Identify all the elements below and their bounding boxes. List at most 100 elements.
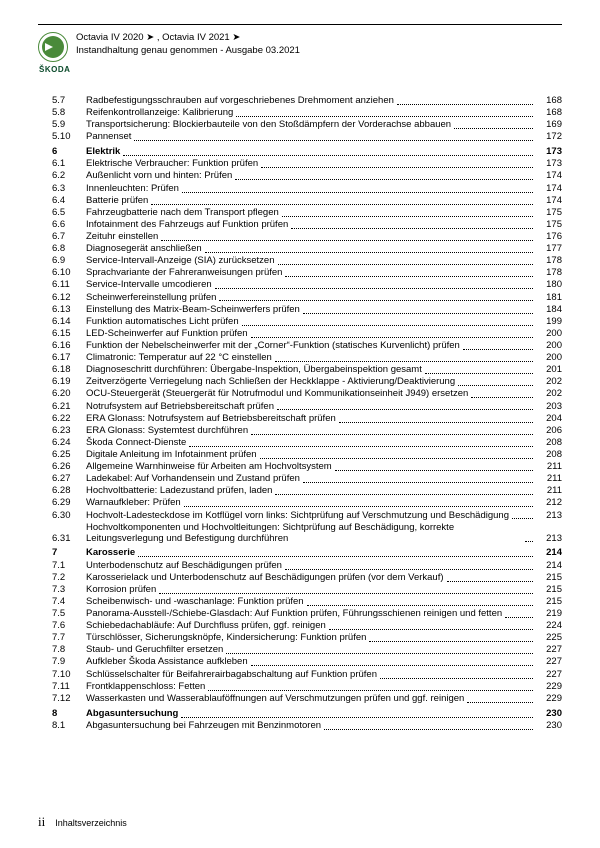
- toc-row: 6.16Funktion der Nebelscheinwerfer mit d…: [52, 341, 562, 352]
- toc-number: 7.11: [52, 682, 86, 693]
- toc-leader-dots: [369, 641, 533, 642]
- toc-page: 215: [536, 597, 562, 608]
- toc-number: 7.5: [52, 609, 86, 620]
- toc-title: Hochvolt-Ladesteckdose im Kotflügel vorn…: [86, 511, 509, 522]
- toc-leader-dots: [447, 581, 533, 582]
- toc-title-wrap: Schlüsselschalter für Beifahrerairbagabs…: [86, 670, 536, 681]
- toc-title-wrap: Karosserie: [86, 548, 536, 559]
- toc-page: 219: [536, 609, 562, 620]
- toc-number: 6.31: [52, 534, 86, 545]
- toc-title-wrap: Staub- und Geruchfilter ersetzen: [86, 645, 536, 656]
- toc-number: 7.3: [52, 585, 86, 596]
- toc-title: Transportsicherung: Blockierbauteile von…: [86, 120, 451, 131]
- toc-title-wrap: Scheinwerfereinstellung prüfen: [86, 293, 536, 304]
- toc-section: 8Abgasuntersuchung230: [52, 709, 562, 720]
- toc-title: Funktion automatisches Licht prüfen: [86, 317, 239, 328]
- toc-title-wrap: OCU-Steuergerät (Steuergerät für Notrufm…: [86, 389, 536, 400]
- toc-row: 7.2Karosserielack und Unterbodenschutz a…: [52, 573, 562, 584]
- toc-row: 6.28Hochvoltbatterie: Ladezustand prüfen…: [52, 486, 562, 497]
- toc-number: 5.8: [52, 108, 86, 119]
- toc-title-wrap: Climatronic: Temperatur auf 22 °C einste…: [86, 353, 536, 364]
- toc-number: 6.23: [52, 426, 86, 437]
- toc-leader-dots: [463, 349, 533, 350]
- toc-title: Škoda Connect-Dienste: [86, 438, 186, 449]
- toc-row: 6.31Hochvoltkomponenten und Hochvoltleit…: [52, 523, 562, 545]
- toc-leader-dots: [226, 653, 533, 654]
- toc-title-wrap: Einstellung des Matrix-Beam-Scheinwerfer…: [86, 305, 536, 316]
- toc-title-wrap: ERA Glonass: Systemtest durchführen: [86, 426, 536, 437]
- footer-label: Inhaltsverzeichnis: [55, 818, 127, 828]
- toc-page: 213: [536, 534, 562, 545]
- header-text: Octavia IV 2020 ➤ , Octavia IV 2021 ➤ In…: [76, 32, 300, 58]
- toc-title-wrap: Funktion automatisches Licht prüfen: [86, 317, 536, 328]
- toc-title: Schiebedachabläufe: Auf Durchfluss prüfe…: [86, 621, 326, 632]
- toc-leader-dots: [277, 409, 533, 410]
- toc-leader-dots: [471, 397, 533, 398]
- toc-title-wrap: Panorama-Ausstell-/Schiebe-Glasdach: Auf…: [86, 609, 536, 620]
- toc-title: Warnaufkleber: Prüfen: [86, 498, 181, 509]
- toc-title-wrap: Wasserkasten und Wasserablauföffnungen a…: [86, 694, 536, 705]
- toc-title: Allgemeine Warnhinweise für Arbeiten am …: [86, 462, 332, 473]
- toc-title: Reifenkontrollanzeige: Kalibrierung: [86, 108, 233, 119]
- toc-title: Schlüsselschalter für Beifahrerairbagabs…: [86, 670, 377, 681]
- toc-title-wrap: Elektrische Verbraucher: Funktion prüfen: [86, 159, 536, 170]
- toc-title: Scheinwerfereinstellung prüfen: [86, 293, 216, 304]
- toc-leader-dots: [138, 556, 533, 557]
- toc-title-wrap: Transportsicherung: Blockierbauteile von…: [86, 120, 536, 131]
- toc-leader-dots: [303, 482, 533, 483]
- toc-row: 6.9Service-Intervall-Anzeige (SIA) zurüc…: [52, 256, 562, 267]
- toc-title: ERA Glonass: Systemtest durchführen: [86, 426, 248, 437]
- toc-title-wrap: Warnaufkleber: Prüfen: [86, 498, 536, 509]
- toc-row: 5.9Transportsicherung: Blockierbauteile …: [52, 120, 562, 131]
- toc-row: 6.11Service-Intervalle umcodieren180: [52, 280, 562, 291]
- toc-title: Notrufsystem auf Betriebsbereitschaft pr…: [86, 402, 274, 413]
- toc-row: 5.8Reifenkontrollanzeige: Kalibrierung 16…: [52, 108, 562, 119]
- toc-row: 7.9Aufkleber Škoda Assistance aufkleben2…: [52, 657, 562, 668]
- toc-number: 6.1: [52, 159, 86, 170]
- toc-title: Türschlösser, Sicherungsknöpfe, Kindersi…: [86, 633, 366, 644]
- table-of-contents: 5.7Radbefestigungsschrauben auf vorgesch…: [52, 96, 562, 808]
- toc-row: 6.15LED-Scheinwerfer auf Funktion prüfen…: [52, 329, 562, 340]
- toc-page: 200: [536, 353, 562, 364]
- toc-title: Diagnoseschritt durchführen: Übergabe-In…: [86, 365, 422, 376]
- toc-title-wrap: Infotainment des Fahrzeugs auf Funktion …: [86, 220, 536, 231]
- toc-title-wrap: Außenlicht vorn und hinten: Prüfen: [86, 171, 536, 182]
- toc-page: 215: [536, 585, 562, 596]
- toc-number: 6.11: [52, 280, 86, 291]
- toc-title: Radbefestigungsschrauben auf vorgeschrie…: [86, 96, 394, 107]
- toc-title: Innenleuchten: Prüfen: [86, 184, 179, 195]
- header-line-1: Octavia IV 2020 ➤ , Octavia IV 2021 ➤: [76, 32, 300, 45]
- toc-page: 208: [536, 450, 562, 461]
- toc-title-wrap: Diagnosegerät anschließen: [86, 244, 536, 255]
- toc-number: 7: [52, 548, 86, 559]
- toc-title-wrap: Service-Intervalle umcodieren: [86, 280, 536, 291]
- toc-title-wrap: Zeitverzögerte Verriegelung nach Schließ…: [86, 377, 536, 388]
- toc-leader-dots: [184, 506, 533, 507]
- toc-title-wrap: Diagnoseschritt durchführen: Übergabe-In…: [86, 365, 536, 376]
- toc-title: Unterbodenschutz auf Beschädigungen prüf…: [86, 561, 282, 572]
- toc-page: 168: [536, 96, 562, 107]
- toc-row: 6.7Zeituhr einstellen176: [52, 232, 562, 243]
- toc-number: 6: [52, 147, 86, 158]
- page: Octavia IV 2020 ➤ , Octavia IV 2021 ➤ In…: [0, 0, 600, 848]
- toc-title-wrap: Türschlösser, Sicherungsknöpfe, Kindersi…: [86, 633, 536, 644]
- toc-number: 6.3: [52, 184, 86, 195]
- toc-page: 224: [536, 621, 562, 632]
- toc-number: 7.12: [52, 694, 86, 705]
- toc-title: Abgasuntersuchung: [86, 709, 178, 720]
- toc-number: 6.2: [52, 171, 86, 182]
- toc-title: Sprachvariante der Fahreranweisungen prü…: [86, 268, 282, 279]
- toc-leader-dots: [235, 179, 533, 180]
- toc-row: 7.11Frontklappenschloss: Fetten229: [52, 682, 562, 693]
- toc-page: 168: [536, 108, 562, 119]
- toc-page: 211: [536, 486, 562, 497]
- toc-page: 177: [536, 244, 562, 255]
- toc-title: Frontklappenschloss: Fetten: [86, 682, 205, 693]
- toc-title: Hochvoltbatterie: Ladezustand prüfen, la…: [86, 486, 272, 497]
- toc-number: 6.17: [52, 353, 86, 364]
- toc-leader-dots: [278, 264, 534, 265]
- toc-leader-dots: [285, 569, 533, 570]
- toc-title: Diagnosegerät anschließen: [86, 244, 202, 255]
- toc-title-wrap: Karosserielack und Unterbodenschutz auf …: [86, 573, 536, 584]
- toc-leader-dots: [397, 104, 533, 105]
